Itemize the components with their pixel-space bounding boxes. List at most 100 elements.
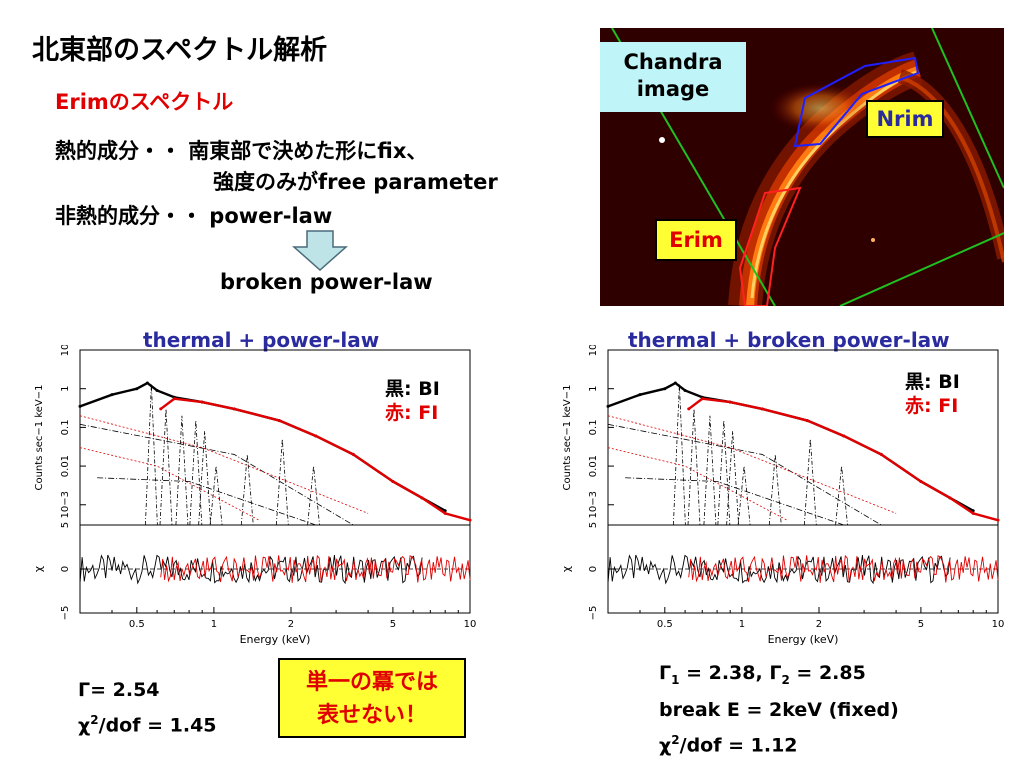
residual-tick-label: −5: [60, 606, 71, 621]
data-point: [606, 404, 610, 408]
model-component-curve: [79, 423, 354, 526]
thermal-component-line-2: 強度のみがfree parameter: [213, 170, 498, 194]
data-point: [996, 518, 1000, 522]
residual-series: [688, 554, 999, 583]
data-point: [145, 381, 149, 385]
line-component-curve: [703, 415, 717, 526]
y-tick-label: 0.1: [588, 419, 599, 435]
model-component-curve: [625, 477, 844, 526]
model-component-curve: [79, 415, 369, 514]
x-tick-label: 2: [288, 619, 294, 630]
y-tick-label: 10: [588, 345, 599, 356]
line-component-curve: [209, 466, 223, 526]
data-point: [468, 518, 472, 522]
chandra-image-label: Chandra image: [600, 42, 746, 112]
left-gamma: Γ= 2.54: [78, 679, 160, 701]
residual-series: [79, 554, 423, 585]
data-point: [391, 479, 395, 483]
data-point: [919, 479, 923, 483]
y-tick-label: 0.01: [588, 455, 599, 477]
line-component-curve: [803, 439, 817, 526]
x-tick-label: 10: [464, 619, 477, 630]
chandra-label-line2: image: [636, 77, 710, 101]
residual-tick-label: 0: [60, 566, 71, 572]
data-point: [420, 496, 424, 500]
x-tick-label: 2: [816, 619, 822, 630]
data-point: [638, 393, 642, 397]
x-tick-label: 0.5: [129, 619, 145, 630]
section-subtitle: Erimのスペクトル: [55, 90, 234, 114]
line-component-curve: [672, 384, 686, 526]
line-component-curve: [240, 454, 254, 526]
line-component-curve: [737, 466, 751, 526]
left-plot-title: thermal + power-law: [143, 328, 380, 352]
right-chi2: χ2/dof = 1.12: [659, 732, 798, 757]
data-point: [879, 452, 883, 456]
legend-bi: 黒: BI: [905, 371, 960, 393]
data-point: [78, 404, 82, 408]
line-component-curve: [307, 466, 320, 526]
nonthermal-component-line: 非熱的成分・・ power-law: [55, 204, 333, 228]
right-break-energy: break E = 2keV (fixed): [659, 698, 899, 721]
data-point: [687, 407, 691, 411]
y-tick-label: 10−3: [588, 491, 599, 518]
chandra-label-line1: Chandra: [623, 50, 723, 74]
legend-fi: 赤: FI: [385, 402, 439, 424]
right-legend: 黒: BI 赤: FI: [905, 370, 960, 418]
erim-label: Erim: [655, 219, 737, 261]
left-spectrum-chart: 0.5 1 2 5 10 Energy (keV) 10 1 0.1 0.01 10−3 Counts…: [32, 345, 477, 646]
line-component-curve: [275, 439, 289, 526]
callout-line2: 表せない！: [316, 703, 427, 728]
nrim-label: Nrim: [866, 100, 944, 138]
data-point: [110, 393, 114, 397]
y-tick-label: 0.01: [60, 455, 71, 477]
x-tick-label: 1: [211, 619, 217, 630]
model-component-curve: [607, 447, 788, 521]
data-point: [314, 434, 318, 438]
x-tick-label: 5: [390, 619, 396, 630]
callout-line1: 単一の冪では: [305, 670, 438, 695]
model-component-curve: [607, 415, 897, 514]
down-arrow-icon: [292, 230, 348, 272]
data-point: [172, 397, 176, 401]
model-component-curve: [79, 447, 260, 521]
data-point: [135, 387, 139, 391]
residual-series: [160, 554, 471, 583]
line-component-curve: [835, 466, 848, 526]
data-point: [155, 388, 159, 392]
line-component-curve: [198, 431, 212, 526]
line-component-curve: [189, 420, 203, 526]
line-component-curve: [159, 408, 173, 526]
data-point: [948, 496, 952, 500]
data-point: [805, 419, 809, 423]
line-component-curve: [726, 431, 740, 526]
x-tick-label: 10: [992, 619, 1005, 630]
x-tick-label: 1: [739, 619, 745, 630]
line-component-curve: [144, 384, 158, 526]
data-point: [443, 511, 447, 515]
left-fit-params: Γ= 2.54 χ2/dof = 1.45: [78, 675, 217, 740]
left-legend: 黒: BI 赤: FI: [385, 377, 440, 425]
data-point: [200, 400, 204, 404]
data-point: [728, 400, 732, 404]
data-point: [673, 381, 677, 385]
data-point: [232, 407, 236, 411]
line-component-curve: [687, 408, 701, 526]
data-point: [971, 511, 975, 515]
conclusion-callout: 単一の冪では 表せない！: [278, 658, 466, 738]
data-point: [663, 387, 667, 391]
residual-axis-label: χ: [560, 565, 573, 572]
residual-tick-label: −5: [588, 606, 599, 621]
x-axis-label: Energy (keV): [240, 633, 311, 646]
x-tick-label: 0.5: [657, 619, 673, 630]
line-component-curve: [175, 415, 189, 526]
legend-bi: 黒: BI: [385, 378, 440, 400]
right-gamma: Γ1 = 2.38, Γ2 = 2.85: [659, 662, 866, 687]
left-chi2: χ2/dof = 1.45: [78, 713, 217, 737]
data-point: [277, 419, 281, 423]
data-point: [683, 388, 687, 392]
y-tick-label: 0.1: [60, 419, 71, 435]
slide-title: 北東部のスペクトル解析: [32, 35, 328, 66]
y-axis-label: Counts sec−1 keV−1: [562, 384, 573, 490]
model-component-curve: [97, 477, 316, 526]
